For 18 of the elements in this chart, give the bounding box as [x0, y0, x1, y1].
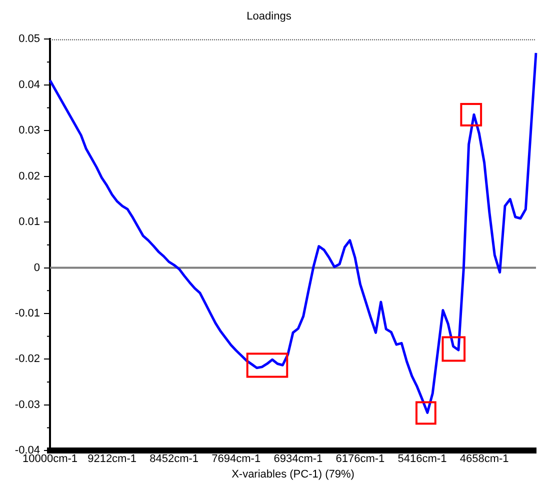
x-tick-label: 7694cm-1 — [212, 453, 261, 466]
x-tick-label: 8452cm-1 — [150, 453, 199, 466]
y-tick-label: 0.03 — [18, 124, 40, 137]
y-tick-label: -0.03 — [14, 398, 40, 411]
x-tick-label: 9212cm-1 — [88, 453, 137, 466]
x-axis-title: X-variables (PC-1) (79%) — [232, 468, 354, 480]
y-tick-label: 0.04 — [18, 78, 40, 91]
x-tick-label: 6176cm-1 — [336, 453, 385, 466]
y-tick-label: 0 — [34, 262, 40, 274]
y-tick-label: -0.02 — [14, 353, 40, 366]
y-tick-label: 0.05 — [18, 33, 40, 46]
chart-title: Loadings — [246, 10, 292, 23]
x-tick-label: 4658cm-1 — [460, 453, 509, 466]
x-tick-label: 6934cm-1 — [274, 453, 323, 466]
x-tick-label: 5416cm-1 — [398, 453, 447, 466]
y-tick-label: 0.02 — [18, 170, 40, 182]
y-tick-label: 0.01 — [18, 216, 40, 228]
y-tick-label: -0.01 — [14, 308, 40, 320]
